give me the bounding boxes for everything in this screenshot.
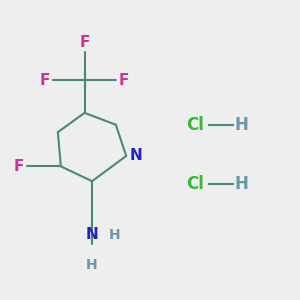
Text: Cl: Cl bbox=[186, 175, 203, 193]
Text: H: H bbox=[235, 175, 249, 193]
Text: H: H bbox=[108, 228, 120, 242]
Text: F: F bbox=[119, 73, 129, 88]
Text: F: F bbox=[13, 159, 24, 174]
Text: Cl: Cl bbox=[186, 116, 203, 134]
Text: H: H bbox=[86, 259, 98, 272]
Text: N: N bbox=[129, 148, 142, 164]
Text: H: H bbox=[235, 116, 249, 134]
Text: F: F bbox=[80, 34, 90, 50]
Text: F: F bbox=[40, 73, 50, 88]
Text: N: N bbox=[86, 227, 98, 242]
